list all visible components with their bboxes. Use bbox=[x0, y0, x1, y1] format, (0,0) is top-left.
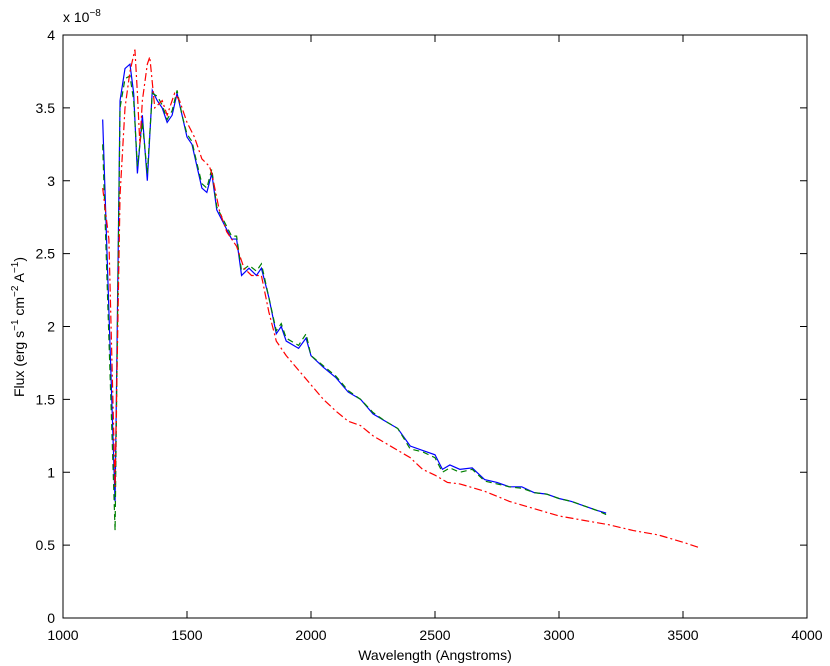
x-tick-label: 2000 bbox=[295, 627, 326, 643]
x-tick-label: 3500 bbox=[667, 627, 698, 643]
series-line bbox=[102, 62, 607, 514]
y-label-superscript: −2 bbox=[10, 285, 21, 297]
y-label-part: ) bbox=[11, 257, 27, 262]
y-tick-label: 4 bbox=[47, 27, 55, 43]
x-tick-label: 1000 bbox=[47, 627, 78, 643]
plot-frame bbox=[62, 34, 808, 619]
y-tick-label: 3 bbox=[47, 173, 55, 189]
y-tick-label: 2 bbox=[47, 319, 55, 335]
y-tick-label: 2.5 bbox=[36, 246, 56, 262]
y-label-part: cm bbox=[11, 297, 27, 320]
y-label-superscript: −1 bbox=[10, 319, 21, 331]
series-line bbox=[102, 49, 701, 549]
y-tick-label: 0.5 bbox=[36, 537, 56, 553]
y-label-superscript: −1 bbox=[10, 261, 21, 273]
y-label-part: A bbox=[11, 272, 27, 285]
y-tick-label: 1 bbox=[47, 464, 55, 480]
x-tick-label: 2500 bbox=[419, 627, 450, 643]
x-axis-label: Wavelength (Angstroms) bbox=[358, 647, 512, 663]
y-axis-label: Flux (erg s−1 cm−2 A−1) bbox=[10, 257, 27, 397]
x-tick-label: 3000 bbox=[543, 627, 574, 643]
y-tick-label: 3.5 bbox=[36, 100, 56, 116]
y-label-part: Flux (erg s bbox=[11, 331, 27, 397]
x-tick-label: 1500 bbox=[171, 627, 202, 643]
y-tick-label: 0 bbox=[47, 610, 55, 626]
exponent-label: x 10−8 bbox=[63, 8, 101, 25]
exponent-power: −8 bbox=[89, 8, 101, 19]
series-line bbox=[102, 74, 607, 531]
exponent-base: x 10 bbox=[63, 9, 90, 25]
y-tick-label: 1.5 bbox=[36, 391, 56, 407]
x-tick-label: 4000 bbox=[791, 627, 822, 643]
